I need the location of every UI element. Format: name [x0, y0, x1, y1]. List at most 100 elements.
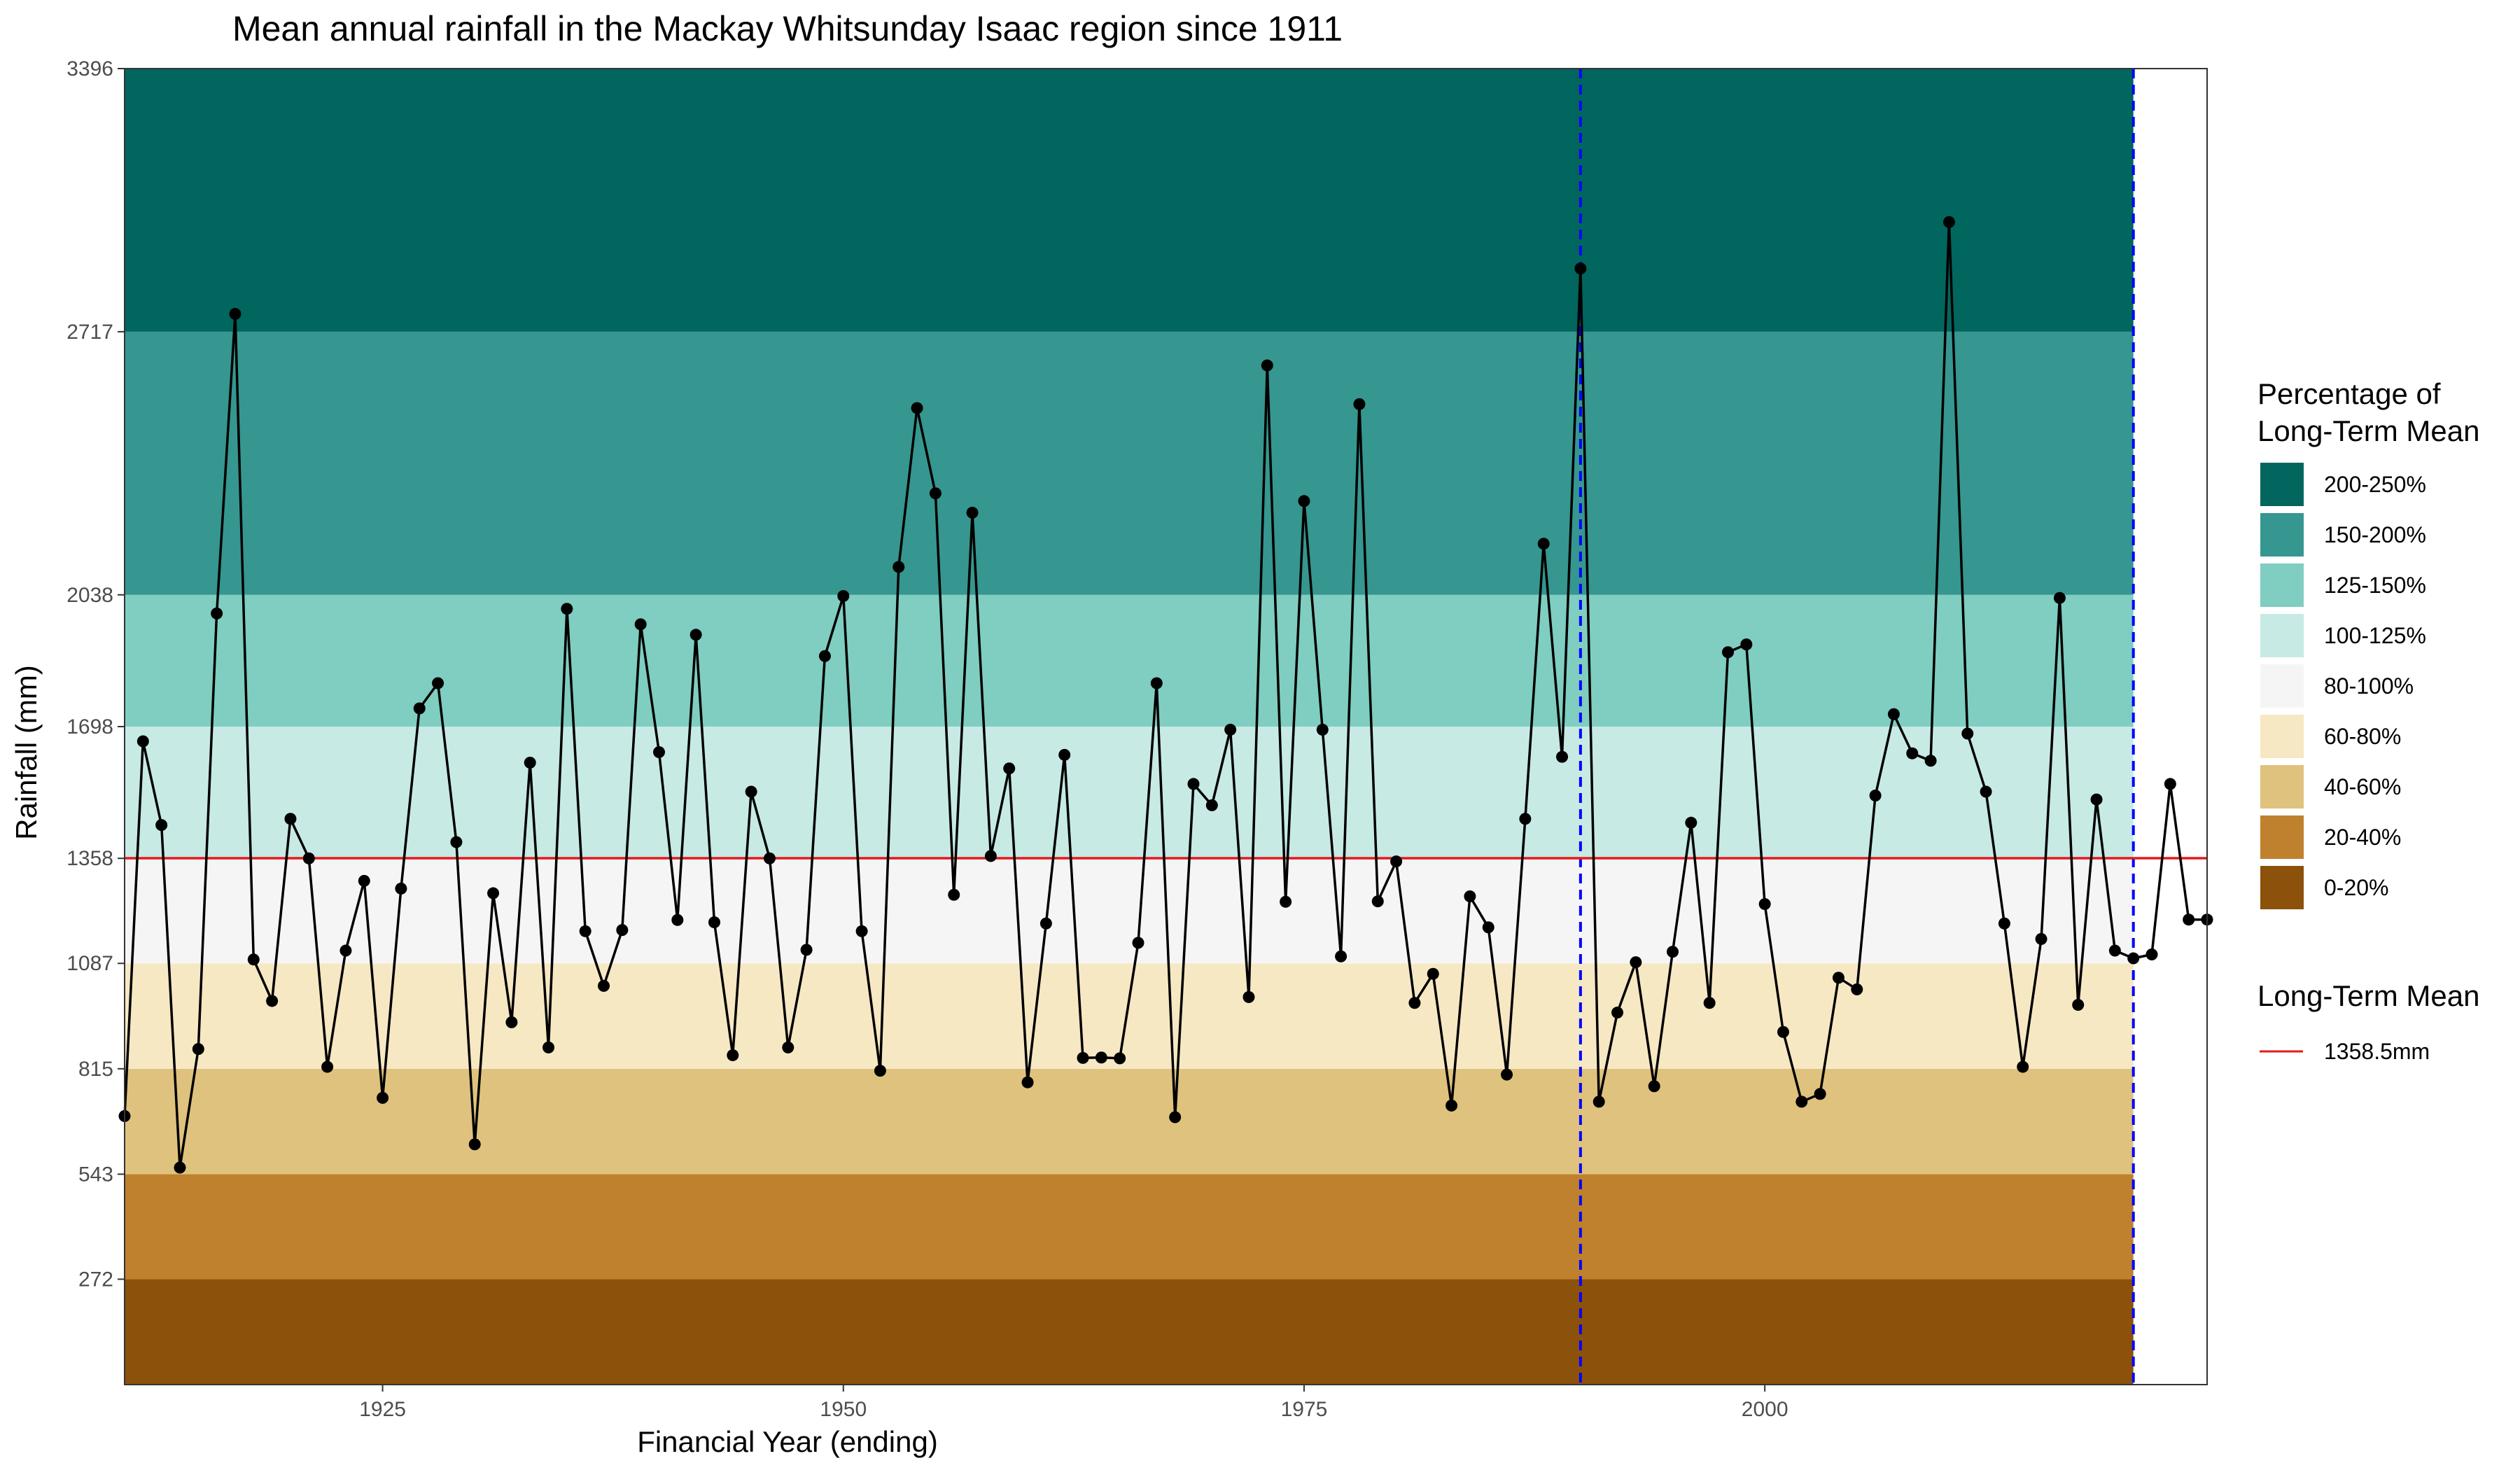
band-40-60%: [125, 1068, 2134, 1175]
data-point-1983: [1446, 1099, 1458, 1112]
data-point-1975: [1298, 495, 1310, 507]
data-point-1965: [1114, 1052, 1126, 1065]
legend-key-0-20%: [2259, 864, 2305, 911]
data-point-1913: [155, 819, 168, 832]
data-point-1932: [505, 1016, 518, 1028]
data-point-1998: [1721, 646, 1734, 659]
data-point-1964: [1095, 1051, 1107, 1064]
legend-key-200-250%: [2259, 461, 2305, 507]
data-point-1972: [1242, 990, 1255, 1003]
legend-key-label: 80-100%: [2324, 673, 2414, 699]
data-point-1985: [1482, 921, 1494, 934]
data-point-1963: [1077, 1051, 1089, 1064]
data-point-2006: [1869, 790, 1882, 802]
y-tick-label: 2717: [66, 321, 113, 344]
data-point-1944: [727, 1049, 739, 1061]
data-point-1926: [395, 882, 407, 895]
legend-band-keys: 200-250% 150-200% 125-150% 100-125% 80-100% 6…: [2259, 461, 2426, 911]
data-point-2015: [2035, 932, 2047, 945]
data-point-1928: [432, 677, 444, 690]
data-point-2003: [1814, 1088, 1826, 1100]
band-200-250%: [125, 69, 2134, 332]
data-point-2008: [1906, 747, 1919, 760]
legend-mean-title: Long-Term Mean: [2258, 979, 2479, 1012]
y-tick-label: 1087: [66, 952, 113, 975]
data-point-1980: [1390, 855, 1403, 868]
data-point-2007: [1887, 708, 1900, 720]
data-point-2001: [1777, 1026, 1789, 1038]
y-tick-label: 3396: [66, 57, 113, 80]
data-point-2016: [2053, 592, 2066, 604]
data-point-1954: [911, 402, 923, 414]
chart-title: Mean annual rainfall in the Mackay Whits…: [232, 9, 1343, 48]
legend-key-100-125%: [2259, 612, 2305, 659]
legend-key-150-200%: [2259, 512, 2305, 558]
data-point-1912: [136, 735, 149, 748]
data-point-1934: [542, 1041, 555, 1054]
data-point-1917: [229, 307, 241, 320]
data-point-2022: [2164, 778, 2176, 790]
data-point-1969: [1187, 778, 1200, 790]
data-point-1951: [855, 925, 868, 937]
y-tick-label: 2038: [66, 584, 113, 607]
data-point-1993: [1630, 956, 1642, 969]
data-point-2009: [1924, 755, 1937, 767]
data-point-1950: [837, 589, 850, 602]
data-point-2013: [1998, 917, 2010, 930]
data-point-1955: [929, 487, 941, 500]
legend-key-125-150%: [2259, 562, 2305, 608]
data-point-1956: [948, 888, 960, 901]
data-point-1919: [266, 995, 279, 1007]
legend: Percentage of Long-Term Mean 200-250% 150…: [2258, 377, 2479, 1064]
data-point-1918: [247, 953, 260, 966]
y-tick-label: 815: [78, 1058, 113, 1081]
data-point-2018: [2090, 793, 2103, 806]
legend-key-label: 40-60%: [2324, 774, 2401, 799]
rainfall-series: [118, 216, 2213, 1174]
legend-key-20-40%: [2259, 814, 2305, 860]
data-point-1997: [1703, 997, 1716, 1009]
data-point-1999: [1740, 638, 1753, 651]
data-point-2012: [1980, 785, 1992, 798]
data-point-1952: [874, 1065, 886, 1077]
data-point-1929: [450, 836, 463, 848]
data-point-1941: [671, 913, 684, 926]
legend-key-label: 60-80%: [2324, 724, 2401, 749]
data-point-1973: [1261, 359, 1273, 372]
band-125-150%: [125, 594, 2134, 727]
data-point-1959: [1003, 762, 1016, 775]
data-point-1984: [1464, 890, 1476, 902]
y-axis: 272 543 815 1087 1358 1698 2038 2717 3396: [66, 57, 125, 1291]
y-axis-title: Rainfall (mm): [10, 665, 43, 840]
background-bands: [125, 69, 2134, 1385]
x-tick-label: 2000: [1742, 1398, 1788, 1421]
legend-key-40-60%: [2259, 764, 2305, 810]
data-point-2002: [1795, 1096, 1808, 1108]
data-point-2000: [1758, 898, 1771, 911]
data-point-1939: [634, 618, 647, 631]
data-point-1949: [818, 650, 831, 662]
data-point-1930: [468, 1138, 481, 1151]
data-point-1923: [340, 944, 352, 957]
legend-bands-title: Percentage of: [2258, 377, 2441, 410]
data-point-1927: [413, 702, 426, 715]
data-point-1922: [321, 1060, 334, 1073]
data-point-1940: [652, 746, 665, 759]
data-point-1961: [1040, 917, 1052, 930]
data-point-2005: [1851, 983, 1863, 995]
y-tick-label: 1698: [66, 715, 113, 738]
y-tick-label: 1358: [66, 847, 113, 870]
band-100-125%: [125, 727, 2134, 859]
data-point-1974: [1280, 895, 1292, 908]
data-point-1978: [1353, 398, 1366, 410]
data-point-1979: [1371, 895, 1384, 908]
data-point-1924: [358, 874, 370, 887]
data-point-1921: [302, 852, 315, 864]
x-tick-label: 1925: [359, 1398, 406, 1421]
data-point-1920: [284, 813, 297, 825]
data-point-2011: [1961, 727, 1974, 740]
band-60-80%: [125, 963, 2134, 1069]
legend-key-label: 200-250%: [2324, 472, 2426, 497]
data-point-1935: [561, 603, 573, 615]
data-point-1991: [1592, 1096, 1605, 1108]
